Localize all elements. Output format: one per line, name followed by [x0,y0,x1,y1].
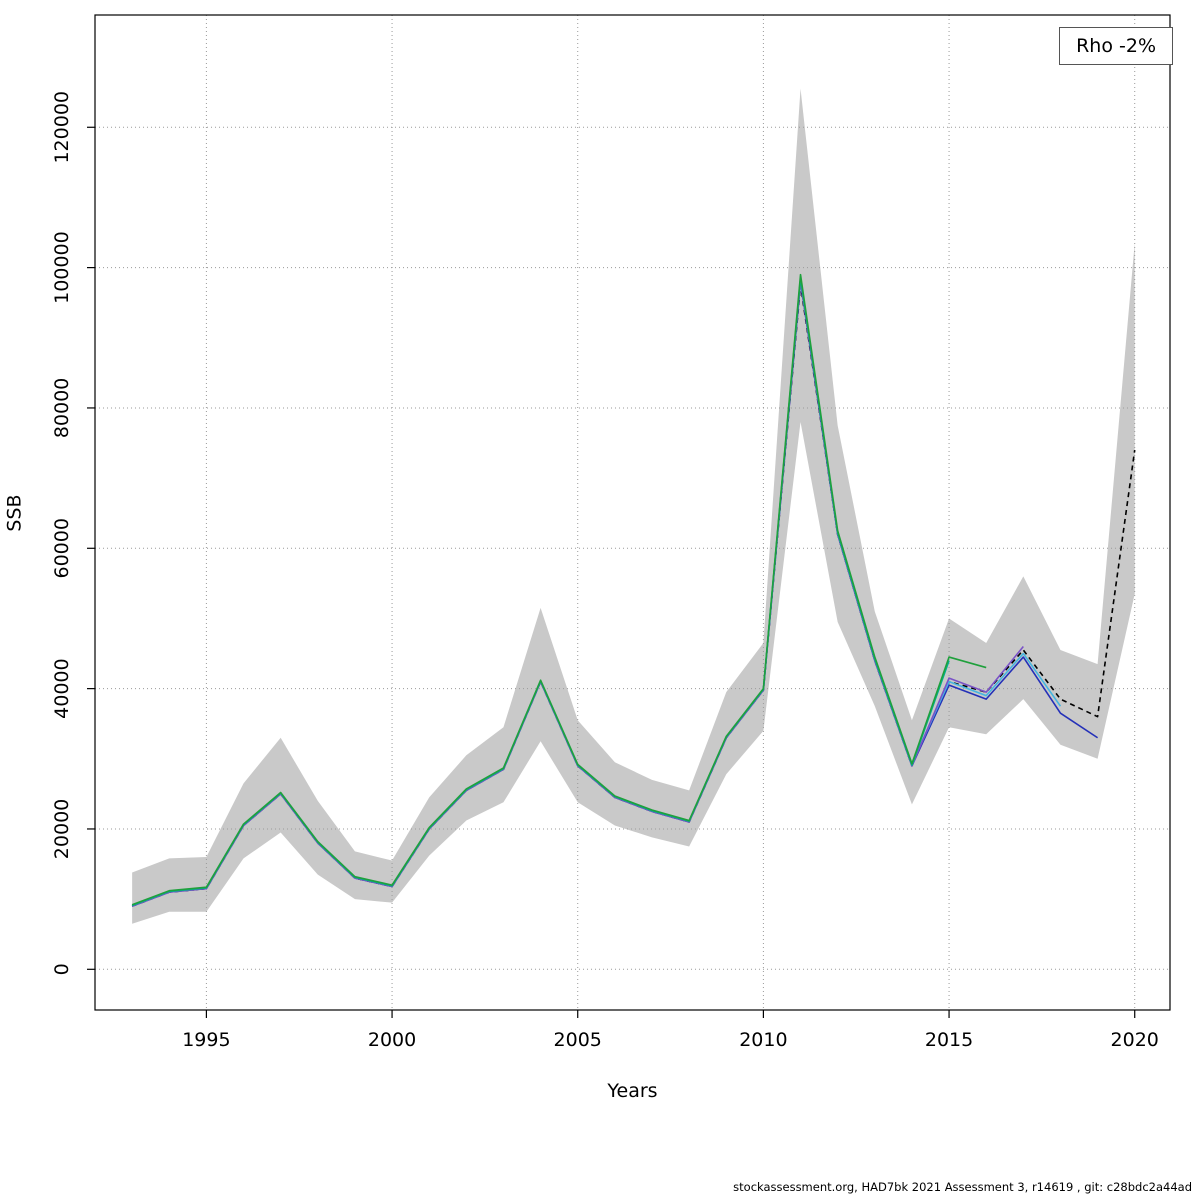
x-tick-label: 1995 [182,1029,230,1051]
y-axis: 0 20000 40000 60000 80000 100000 120000 [51,91,95,975]
y-tick-label: 100000 [51,231,73,304]
y-axis-title: SSB [3,494,26,532]
x-tick-label: 2000 [368,1029,416,1051]
y-tick-label: 40000 [51,658,73,718]
legend-rho-label: Rho -2% [1076,35,1156,57]
plot-border [94,14,1171,1011]
y-tick-label: 80000 [51,378,73,438]
y-tick-label: 120000 [51,91,73,164]
footer-credit: stockassessment.org, HAD7bk 2021 Assessm… [733,1180,1192,1194]
series-line-peel-2016 [131,273,987,906]
y-tick-label: 0 [51,963,73,975]
confidence-band [132,88,1135,924]
y-tick-label: 20000 [51,799,73,859]
x-tick-label: 2020 [1111,1029,1159,1051]
x-tick-label: 2005 [554,1029,602,1051]
x-axis-title: Years [607,1080,658,1102]
legend-rho: Rho -2% [1059,27,1173,65]
x-axis: 1995 2000 2005 2010 2015 2020 [182,1010,1159,1051]
x-tick-label: 2010 [739,1029,787,1051]
x-tick-label: 2015 [925,1029,973,1051]
y-tick-label: 60000 [51,518,73,578]
